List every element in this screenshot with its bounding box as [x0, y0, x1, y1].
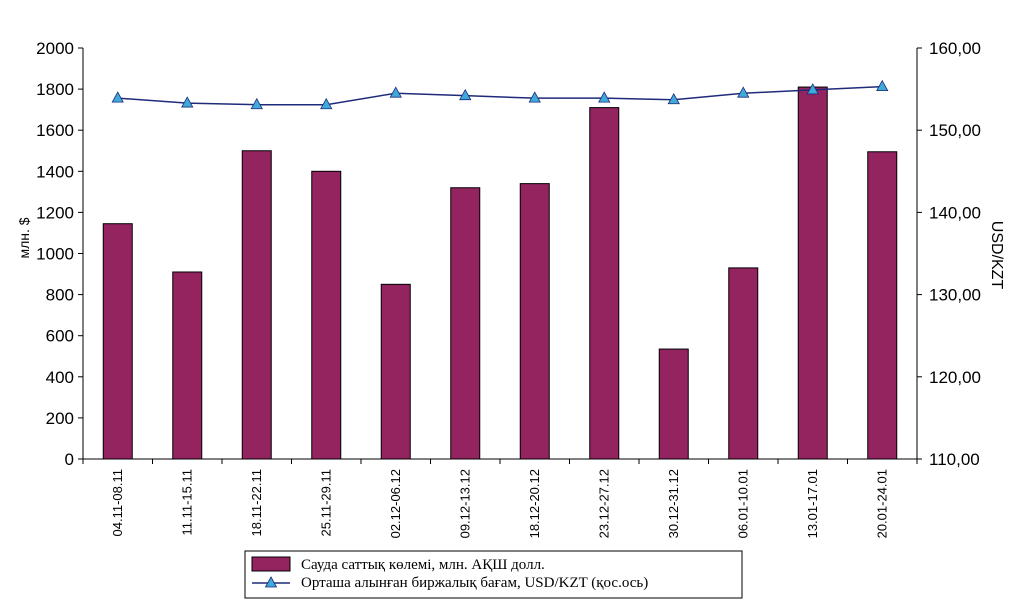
line-series-group [112, 81, 888, 109]
y-left-tick-label: 400 [46, 368, 74, 387]
x-tick-label: 11.11-15.11 [179, 469, 194, 536]
left-axis-ticks: 0 200 400 600 800 1000 1200 1400 1600 1800 2000 [36, 39, 83, 469]
bar [173, 272, 202, 459]
y-left-axis-label: млн. $ [16, 217, 32, 258]
y-left-tick-label: 1800 [36, 80, 74, 99]
line-point [460, 90, 471, 100]
legend-bar-swatch [252, 557, 290, 571]
y-left-tick-label: 1200 [36, 203, 74, 222]
bar [868, 152, 897, 459]
line-point [251, 99, 262, 109]
x-tick-label: 09.12-13.12 [457, 469, 472, 538]
y-right-tick-label: 110,00 [929, 450, 980, 469]
line-series-path [118, 87, 883, 105]
y-right-tick-label: 160,00 [929, 39, 981, 58]
x-tick-label: 18.12-20.12 [527, 469, 542, 538]
x-tick-label: 23.12-27.12 [596, 469, 611, 538]
y-left-tick-label: 1600 [36, 121, 74, 140]
y-right-axis-label: USD/KZT [988, 221, 1005, 290]
chart: 0 200 400 600 800 1000 1200 1400 1600 1800 2000 11… [0, 0, 1024, 605]
axes-group [83, 48, 917, 459]
y-left-tick-label: 600 [46, 327, 74, 346]
bar [659, 349, 688, 459]
y-left-tick-label: 1000 [36, 245, 74, 264]
y-left-tick-label: 2000 [36, 39, 74, 58]
bar [312, 171, 341, 459]
bar [103, 224, 132, 459]
bar [590, 108, 619, 459]
x-tick-label: 18.11-22.11 [249, 469, 264, 536]
bar [381, 284, 410, 459]
right-axis-ticks: 110,00 120,00 130,00 140,00 150,00 160,00 [917, 39, 981, 469]
x-tick-label: 20.01-24.01 [874, 469, 889, 538]
legend: Сауда саттық көлемі, млн. АҚШ долл. Орта… [245, 551, 742, 598]
legend-line-label: Орташа алынған биржалық бағам, USD/KZT (… [301, 575, 648, 591]
bar [729, 268, 758, 459]
bars-group [103, 87, 897, 459]
x-tick-label: 06.01-10.01 [735, 469, 750, 538]
line-point [112, 92, 123, 102]
bar [451, 188, 480, 459]
x-axis-ticks: 04.11-08.11 11.11-15.11 18.11-22.11 25.11-2… [83, 459, 917, 538]
bar [798, 87, 827, 459]
x-tick-label: 30.12-31.12 [666, 469, 681, 538]
legend-bar-label: Сауда саттық көлемі, млн. АҚШ долл. [301, 557, 545, 573]
line-point [877, 81, 888, 91]
bar [520, 184, 549, 459]
y-right-tick-label: 130,00 [929, 286, 981, 305]
y-left-tick-label: 800 [46, 286, 74, 305]
x-tick-label: 25.11-29.11 [318, 469, 333, 536]
line-point [390, 87, 401, 97]
y-left-tick-label: 0 [65, 450, 74, 469]
x-tick-label: 02.12-06.12 [388, 469, 403, 538]
y-left-tick-label: 200 [46, 409, 74, 428]
y-left-tick-label: 1400 [36, 162, 74, 181]
line-point [738, 87, 749, 97]
line-point [599, 92, 610, 102]
bar [242, 151, 271, 459]
x-tick-label: 13.01-17.01 [805, 469, 820, 538]
y-right-tick-label: 120,00 [929, 368, 981, 387]
x-tick-label: 04.11-08.11 [110, 469, 125, 536]
y-right-tick-label: 140,00 [929, 203, 981, 222]
y-right-tick-label: 150,00 [929, 121, 981, 140]
line-point [529, 92, 540, 102]
